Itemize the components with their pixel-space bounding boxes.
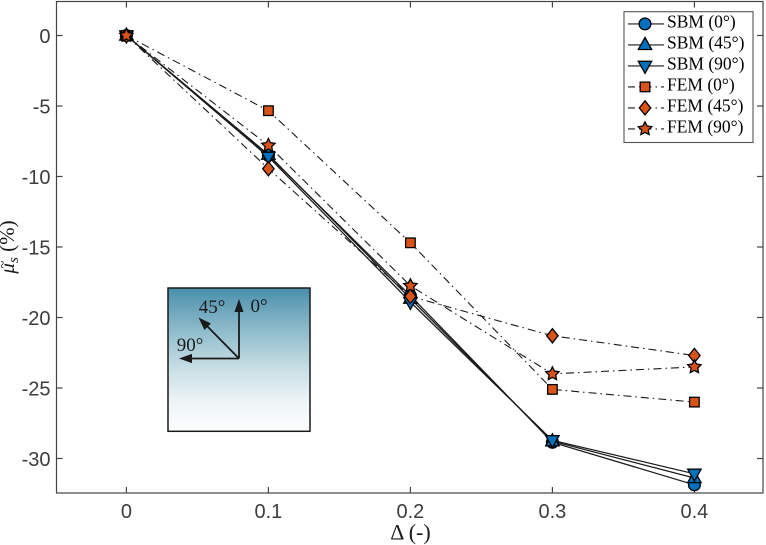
svg-text:0.1: 0.1 [254, 501, 282, 523]
svg-text:0°: 0° [250, 296, 267, 317]
svg-text:0.2: 0.2 [396, 501, 424, 523]
svg-text:-10: -10 [22, 167, 51, 189]
svg-text:-25: -25 [22, 379, 51, 401]
svg-text:0: 0 [39, 26, 50, 48]
svg-text:0.3: 0.3 [538, 501, 566, 523]
svg-text:0: 0 [121, 501, 132, 523]
svg-text:90°: 90° [177, 335, 204, 356]
svg-text:FEM (90°): FEM (90°) [667, 117, 744, 137]
svg-text:SBM (0°): SBM (0°) [667, 12, 736, 32]
svg-text:-20: -20 [22, 308, 51, 330]
svg-text:-30: -30 [22, 449, 51, 471]
svg-text:μs (%): μs (%) [0, 220, 22, 274]
svg-text:-15: -15 [22, 238, 51, 260]
svg-text:Δ (-): Δ (-) [390, 520, 430, 545]
svg-text:0.4: 0.4 [680, 501, 708, 523]
svg-text:SBM (45°): SBM (45°) [667, 33, 745, 53]
svg-text:SBM (90°): SBM (90°) [667, 54, 745, 74]
svg-text:45°: 45° [199, 297, 226, 318]
svg-text:-5: -5 [33, 97, 51, 119]
svg-text:~: ~ [0, 260, 12, 268]
svg-text:FEM (45°): FEM (45°) [667, 96, 744, 116]
svg-text:FEM (0°): FEM (0°) [667, 75, 735, 95]
